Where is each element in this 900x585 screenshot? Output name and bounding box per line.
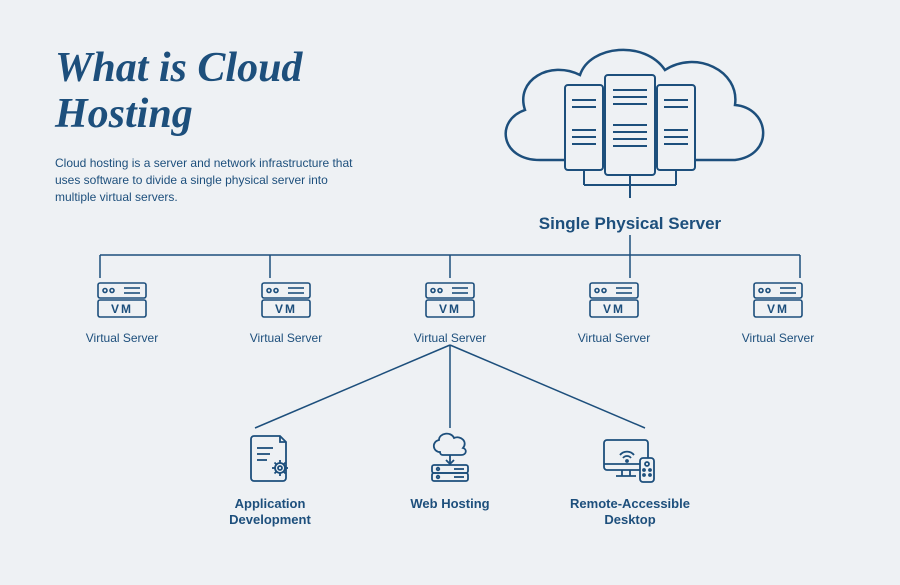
svg-text:VM: VM xyxy=(111,302,133,316)
web-hosting-icon xyxy=(420,430,480,485)
cloud-servers-icon xyxy=(480,30,780,205)
vm-server-icon: VM xyxy=(94,280,150,320)
vm-server-icon: VM xyxy=(422,280,478,320)
vm-item: VM Virtual Server xyxy=(62,280,182,345)
page-subtitle: Cloud hosting is a server and network in… xyxy=(55,155,365,205)
vm-item: VM Virtual Server xyxy=(554,280,674,345)
service-remote-desktop: Remote-AccessibleDesktop xyxy=(555,430,705,527)
remote-desktop-icon xyxy=(596,430,664,485)
service-row: ApplicationDevelopment Web Hosting xyxy=(180,430,720,527)
cloud-block: Single Physical Server xyxy=(480,30,780,234)
service-web-hosting: Web Hosting xyxy=(375,430,525,527)
vm-label: Virtual Server xyxy=(554,331,674,345)
cloud-label: Single Physical Server xyxy=(480,214,780,234)
page-title: What is Cloud Hosting xyxy=(55,45,302,137)
vm-item: VM Virtual Server xyxy=(390,280,510,345)
service-label: Remote-AccessibleDesktop xyxy=(555,496,705,527)
svg-text:VM: VM xyxy=(439,302,461,316)
vm-server-icon: VM xyxy=(258,280,314,320)
vm-label: Virtual Server xyxy=(390,331,510,345)
service-label: Web Hosting xyxy=(375,496,525,512)
vm-server-icon: VM xyxy=(586,280,642,320)
vm-item: VM Virtual Server xyxy=(226,280,346,345)
vm-item: VM Virtual Server xyxy=(718,280,838,345)
svg-text:VM: VM xyxy=(275,302,297,316)
svg-text:VM: VM xyxy=(603,302,625,316)
title-line-1: What is Cloud xyxy=(55,45,302,91)
vm-label: Virtual Server xyxy=(718,331,838,345)
service-app-dev: ApplicationDevelopment xyxy=(195,430,345,527)
vm-row: VM Virtual Server VM Virtual Server VM xyxy=(0,280,900,345)
vm-label: Virtual Server xyxy=(226,331,346,345)
title-line-2: Hosting xyxy=(55,91,193,137)
app-dev-icon xyxy=(240,430,300,485)
vm-label: Virtual Server xyxy=(62,331,182,345)
svg-text:VM: VM xyxy=(767,302,789,316)
service-label: ApplicationDevelopment xyxy=(195,496,345,527)
vm-server-icon: VM xyxy=(750,280,806,320)
